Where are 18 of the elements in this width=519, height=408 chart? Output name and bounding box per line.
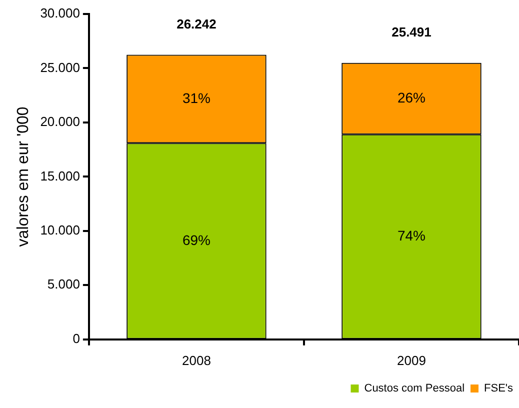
y-tick-label: 30.000 [40, 6, 80, 21]
annotation: 69% [182, 232, 210, 248]
total-label: 26.242 [176, 16, 216, 32]
annotation: 74% [397, 228, 426, 244]
y-tick-label: 5.000 [47, 276, 80, 292]
x-tick-label: 2008 [182, 352, 211, 368]
annotation: 26% [397, 90, 426, 106]
y-tick-label: 0 [72, 330, 80, 346]
y-tick-label: 10.000 [40, 222, 80, 238]
annotation: 31% [182, 90, 210, 106]
y-tick-label: 15.000 [40, 168, 80, 184]
y-tick-label: 20.000 [40, 114, 80, 130]
total-label: 25.491 [392, 24, 432, 40]
x-tick-label: 2009 [397, 352, 426, 368]
legend-label: Custos com Pessoal [364, 382, 465, 395]
y-tick-label: 25.000 [40, 60, 80, 75]
legend-label: FSE's [484, 382, 514, 395]
y-axis-title: valores em eur '000 [15, 106, 32, 247]
